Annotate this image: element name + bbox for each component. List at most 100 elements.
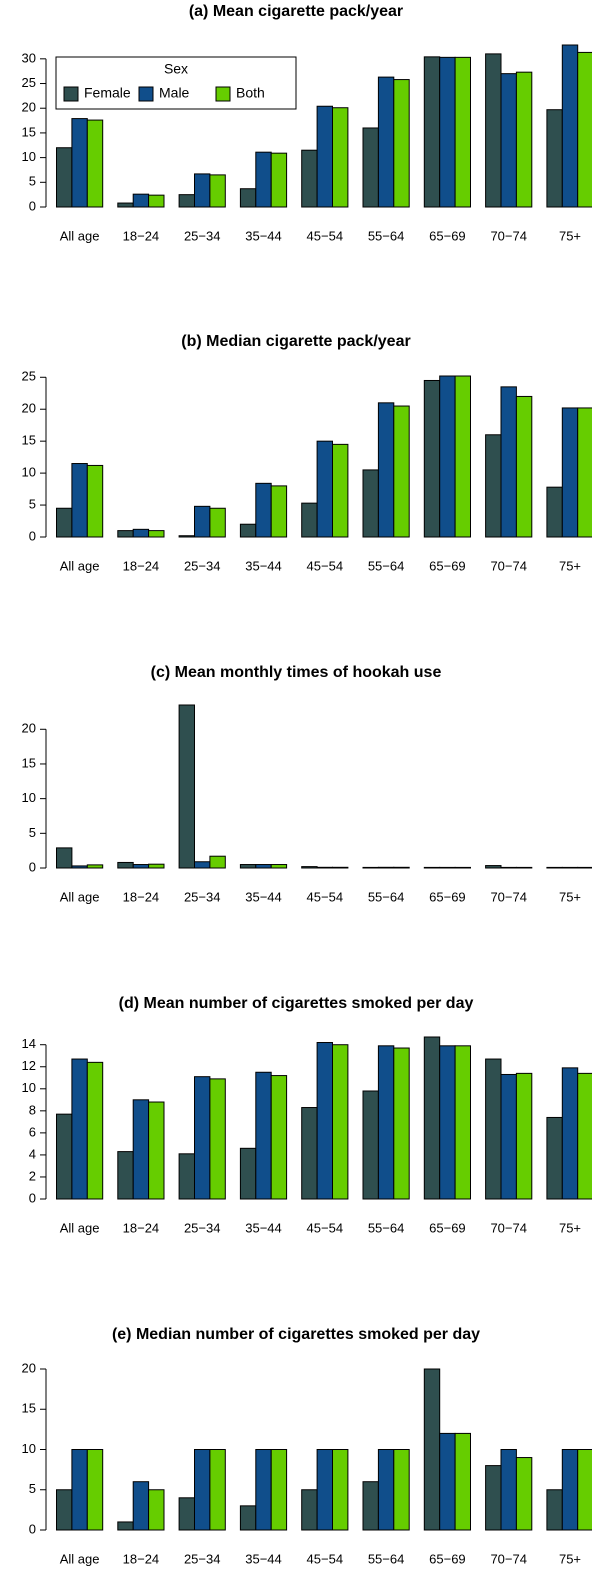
bar-male	[316, 866, 334, 869]
bar-male	[561, 866, 579, 869]
bar-male	[439, 866, 456, 869]
bar-male	[255, 1449, 272, 1531]
bar-both	[209, 174, 226, 208]
bar-female	[117, 1521, 134, 1531]
bar-female	[178, 1497, 196, 1531]
x-tick-label: 18−24	[123, 1551, 160, 1566]
y-tick-label: 6	[29, 1124, 36, 1139]
bar-both	[148, 1489, 165, 1531]
bar-male	[194, 1449, 211, 1531]
bar-both	[332, 866, 349, 869]
y-tick-label: 5	[29, 496, 36, 511]
bar-male	[561, 44, 579, 208]
bar-female	[362, 866, 379, 869]
bar-female	[362, 469, 379, 538]
bar-male	[194, 861, 211, 869]
x-tick-label: All age	[60, 1220, 100, 1235]
bar-female	[239, 864, 257, 869]
bar-both	[270, 1075, 288, 1200]
x-tick-label: 65−69	[429, 228, 466, 243]
bar-male	[439, 1432, 456, 1531]
bar-male	[439, 375, 456, 538]
bar-male	[561, 1449, 579, 1531]
chart-panel: (a) Mean cigarette pack/year 0 5 10 15 20 25 30…	[22, 3, 592, 243]
bar-male	[194, 505, 211, 538]
bar-both	[86, 119, 104, 208]
bar-female	[117, 202, 134, 208]
bar-male	[377, 866, 395, 869]
y-tick-label: 20	[22, 721, 36, 736]
y-tick-label: 20	[22, 1360, 36, 1375]
bar-female	[178, 1153, 196, 1200]
bar-both	[577, 1072, 592, 1200]
bar-female	[546, 1116, 563, 1200]
bar-both	[393, 1449, 410, 1531]
x-tick-label: 65−69	[429, 889, 466, 904]
y-tick-label: 10	[22, 790, 36, 805]
bar-male	[71, 1058, 88, 1200]
legend-label-female: Female	[84, 85, 131, 101]
x-tick-label: All age	[60, 558, 100, 573]
bar-female	[546, 866, 563, 869]
bar-male	[500, 866, 517, 869]
bar-both	[454, 1432, 472, 1531]
x-tick-label: 25−34	[184, 1220, 221, 1235]
bar-female	[56, 847, 73, 869]
bar-female	[117, 1151, 134, 1200]
bar-female	[56, 1489, 73, 1531]
y-tick-label: 10	[22, 149, 36, 164]
bar-both	[148, 863, 165, 869]
bar-both	[270, 1449, 288, 1531]
bar-female	[485, 53, 502, 208]
y-tick-label: 8	[29, 1102, 36, 1117]
x-tick-label: 18−24	[123, 1220, 160, 1235]
x-tick-label: 25−34	[184, 889, 221, 904]
bar-both	[332, 443, 349, 538]
bar-male	[316, 1042, 334, 1200]
bar-female	[485, 865, 502, 869]
bar-both	[86, 1061, 104, 1200]
bar-male	[71, 865, 88, 869]
bar-both	[148, 194, 165, 208]
x-tick-label: 55−64	[368, 1220, 405, 1235]
y-tick-label: 0	[29, 198, 36, 213]
x-tick-label: 65−69	[429, 1551, 466, 1566]
bar-female	[485, 434, 502, 538]
bar-both	[270, 864, 288, 869]
bar-male	[377, 1449, 395, 1531]
bar-male	[439, 1045, 456, 1200]
bar-male	[439, 56, 456, 208]
x-tick-label: 18−24	[123, 889, 160, 904]
x-tick-label: 75+	[559, 558, 581, 573]
bar-both	[454, 375, 472, 538]
bar-female	[423, 56, 441, 208]
bar-female	[423, 379, 441, 538]
bar-female	[239, 1147, 257, 1200]
x-tick-label: 45−54	[307, 228, 344, 243]
x-tick-label: 25−34	[184, 558, 221, 573]
bar-both	[86, 1449, 104, 1531]
bar-both	[515, 71, 533, 208]
chart-panel: (d) Mean number of cigarettes smoked per…	[22, 995, 592, 1235]
bar-both	[209, 1078, 226, 1200]
bar-male	[132, 1099, 150, 1200]
bar-both	[270, 152, 288, 208]
x-tick-label: 75+	[559, 228, 581, 243]
x-tick-label: 35−44	[245, 1220, 282, 1235]
bar-both	[209, 855, 226, 869]
bar-both	[577, 1449, 592, 1531]
x-tick-label: 45−54	[307, 1220, 344, 1235]
bar-female	[301, 1489, 318, 1531]
bar-female	[178, 194, 196, 208]
x-tick-label: 70−74	[490, 1551, 527, 1566]
x-tick-label: 55−64	[368, 228, 405, 243]
bar-both	[209, 507, 226, 538]
y-tick-label: 14	[22, 1036, 36, 1051]
bar-male	[561, 407, 579, 538]
bar-female	[117, 861, 134, 869]
legend-label-male: Male	[159, 85, 190, 101]
bar-female	[178, 535, 196, 538]
x-tick-label: 35−44	[245, 1551, 282, 1566]
bar-male	[132, 528, 150, 538]
y-tick-label: 10	[22, 1080, 36, 1095]
